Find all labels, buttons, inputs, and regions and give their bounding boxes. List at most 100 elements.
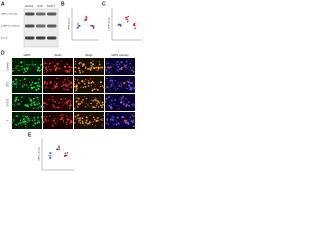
cell: [23, 71, 25, 74]
cell: [131, 103, 134, 106]
data-dot: [85, 15, 87, 18]
cell: [99, 66, 101, 69]
data-dot: [126, 20, 129, 23]
cell: [14, 78, 17, 81]
cell: [79, 61, 81, 64]
cell: [61, 117, 64, 119]
cell: [127, 87, 129, 89]
cell: [131, 86, 133, 89]
cell: [88, 68, 91, 70]
cell: [38, 99, 40, 101]
cell: [75, 97, 77, 99]
cell: [105, 122, 108, 125]
cell: [33, 97, 35, 100]
cell: [124, 64, 126, 67]
cell: [26, 68, 29, 71]
cell: [24, 64, 25, 66]
cell: [127, 67, 129, 69]
cell: [93, 88, 96, 90]
cell: [111, 99, 113, 102]
cell: [11, 82, 13, 84]
cell: [76, 105, 78, 107]
cell: [70, 66, 73, 69]
cell: [70, 121, 72, 123]
cell: [104, 101, 107, 103]
cell: [62, 119, 65, 121]
cell: [29, 103, 32, 106]
cell: [89, 69, 91, 72]
cell: [107, 121, 109, 123]
cell: [77, 67, 80, 70]
cell: [96, 88, 98, 90]
cell: [120, 83, 123, 86]
cell: [44, 62, 47, 64]
cell: [92, 66, 95, 69]
cell: [128, 66, 130, 67]
cell: [111, 85, 113, 87]
cell: [26, 63, 28, 65]
cell: [62, 81, 65, 84]
cell: [100, 86, 101, 87]
cell: [125, 83, 127, 85]
cell: [106, 117, 108, 119]
cell: [57, 82, 59, 84]
cell: [29, 98, 31, 100]
cell: [47, 68, 49, 70]
cell: [40, 86, 42, 88]
cell: [81, 70, 84, 73]
cell: [78, 121, 80, 123]
cell: [66, 77, 69, 80]
cell: [79, 117, 81, 119]
cell: [43, 63, 45, 65]
cell: [66, 85, 68, 88]
cell: [87, 85, 90, 88]
cell: [77, 103, 80, 106]
cell: [110, 116, 112, 118]
cell: [129, 87, 132, 89]
cell: [133, 67, 135, 69]
cell: [18, 69, 20, 72]
cell: [106, 86, 109, 88]
cell: [118, 104, 120, 106]
cell: [102, 86, 106, 89]
cell: [99, 104, 103, 107]
column-header: GRP1 intensity: [111, 53, 129, 57]
cell: [31, 119, 34, 122]
cell: [95, 66, 98, 69]
cell: [115, 123, 118, 126]
cell: [65, 121, 67, 124]
cell: [88, 122, 91, 125]
cell: [43, 60, 45, 62]
cell: [47, 69, 49, 71]
cell: [124, 66, 127, 69]
cell: [105, 97, 108, 100]
cell: [21, 120, 24, 123]
cell: [74, 84, 76, 85]
cell: [37, 86, 39, 88]
cell: [48, 62, 51, 65]
cell: [127, 84, 130, 86]
cell: [68, 66, 71, 69]
cell: [40, 69, 42, 71]
y-axis-label: GRP1 intensity: [38, 147, 41, 160]
cell: [59, 82, 61, 84]
y-axis-label: p-GRP1/β-actin: [108, 17, 111, 31]
cell: [67, 120, 69, 122]
data-dot: [65, 154, 67, 157]
cell: [70, 120, 72, 122]
cell: [94, 106, 96, 108]
cell: [11, 86, 13, 88]
data-dot: [119, 23, 122, 26]
cell: [34, 63, 36, 66]
cell: [53, 106, 55, 108]
cell: [111, 82, 114, 84]
cell: [74, 60, 77, 63]
cell: [122, 100, 124, 102]
data-dot: [76, 27, 79, 29]
cell: [115, 89, 117, 91]
cell: [132, 119, 135, 121]
cell: [121, 102, 123, 104]
cell: [112, 116, 115, 118]
micrograph: [74, 76, 104, 93]
cell: [129, 63, 131, 65]
